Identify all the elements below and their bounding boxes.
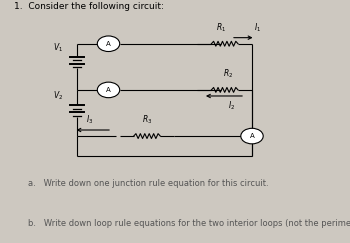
Text: $I_1$: $I_1$ [254, 22, 261, 34]
Text: A: A [250, 133, 254, 139]
Circle shape [97, 36, 120, 52]
Circle shape [97, 82, 120, 98]
Text: 1.  Consider the following circuit:: 1. Consider the following circuit: [14, 2, 164, 11]
Text: $V_2$: $V_2$ [53, 90, 63, 102]
Text: b.   Write down loop rule equations for the two interior loops (not the perimete: b. Write down loop rule equations for th… [28, 219, 350, 228]
Text: A: A [106, 87, 111, 93]
Text: $I_2$: $I_2$ [228, 100, 235, 112]
Circle shape [241, 128, 263, 144]
Text: $I_3$: $I_3$ [86, 114, 93, 126]
Text: $R_2$: $R_2$ [223, 68, 233, 80]
Text: $R_1$: $R_1$ [216, 22, 226, 34]
Text: A: A [106, 41, 111, 47]
Text: a.   Write down one junction rule equation for this circuit.: a. Write down one junction rule equation… [28, 179, 269, 188]
Text: $R_3$: $R_3$ [142, 114, 152, 126]
Text: $V_1$: $V_1$ [53, 41, 63, 54]
